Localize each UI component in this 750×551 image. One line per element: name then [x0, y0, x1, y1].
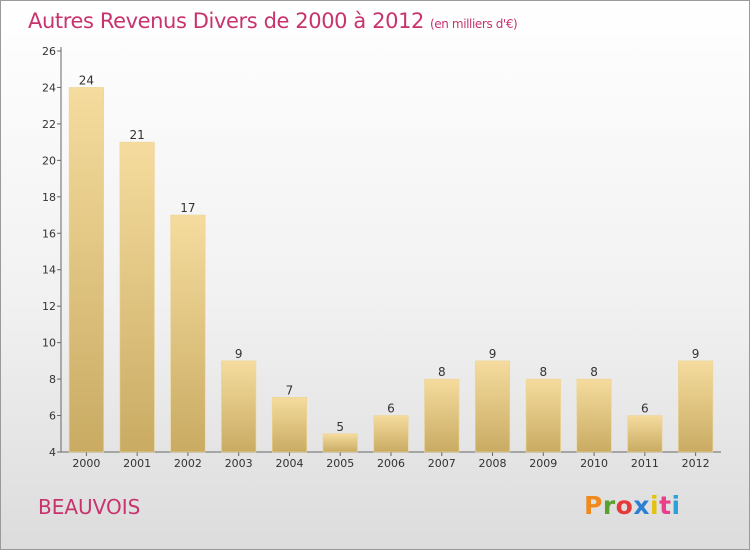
y-tick-label: 6 — [49, 410, 56, 423]
data-label: 17 — [180, 201, 195, 215]
y-tick-label: 4 — [49, 446, 56, 459]
x-tick-label: 2004 — [275, 457, 303, 470]
data-label: 7 — [286, 383, 294, 397]
bar — [68, 87, 104, 453]
bar — [627, 415, 663, 453]
y-tick-label: 18 — [42, 191, 56, 204]
chart-unit: (en milliers d'€) — [430, 17, 518, 31]
commune-name: BEAUVOIS — [38, 495, 141, 519]
data-label: 9 — [692, 347, 700, 361]
bar — [170, 214, 206, 453]
data-label: 6 — [387, 402, 395, 416]
logo-letter: t — [659, 491, 672, 520]
bar — [271, 397, 308, 453]
data-label: 6 — [641, 402, 649, 416]
x-tick-label: 2003 — [225, 457, 253, 470]
logo-letter: i — [650, 491, 660, 520]
y-tick-label: 14 — [42, 264, 56, 277]
logo-letter: P — [584, 491, 603, 520]
data-label: 8 — [438, 365, 446, 379]
x-tick-label: 2002 — [174, 457, 202, 470]
bar — [678, 360, 714, 453]
bar — [525, 378, 561, 453]
logo-letter: i — [671, 491, 681, 520]
bar — [322, 433, 358, 453]
x-tick-label: 2009 — [529, 457, 557, 470]
proxiti-logo[interactable]: Proxiti — [584, 491, 681, 520]
x-tick-label: 2006 — [377, 457, 405, 470]
x-tick-label: 2000 — [72, 457, 100, 470]
logo-letter: r — [602, 491, 616, 520]
x-tick-label: 2001 — [123, 457, 151, 470]
chart-title: Autres Revenus Divers de 2000 à 2012 (en … — [28, 9, 518, 33]
chart-labels: 24 21 17 9 7 5 6 8 9 8 8 6 9 — [79, 73, 700, 433]
chart-axes: 4 6 8 10 12 14 16 18 20 22 24 26 2000 2001 2002 2003 200… — [42, 45, 721, 470]
x-tick-label: 2011 — [631, 457, 659, 470]
logo-letter: o — [615, 491, 634, 520]
bar — [424, 378, 460, 453]
data-label: 8 — [590, 365, 598, 379]
x-tick-label: 2008 — [479, 457, 507, 470]
data-label: 9 — [489, 347, 497, 361]
y-tick-label: 12 — [42, 300, 56, 313]
y-tick-label: 8 — [49, 373, 56, 386]
y-tick-label: 16 — [42, 227, 56, 240]
y-tick-label: 26 — [42, 45, 56, 58]
y-tick-label: 24 — [42, 81, 56, 94]
chart-bars — [68, 87, 714, 453]
data-label: 21 — [130, 128, 145, 142]
chart-title-text: Autres Revenus Divers de 2000 à 2012 — [28, 9, 425, 33]
bar — [373, 415, 409, 453]
x-tick-label: 2010 — [580, 457, 608, 470]
data-label: 8 — [539, 365, 547, 379]
data-label: 5 — [336, 420, 344, 434]
bar — [474, 360, 511, 453]
bar — [576, 378, 612, 453]
x-tick-label: 2007 — [428, 457, 456, 470]
data-label: 9 — [235, 347, 243, 361]
y-tick-label: 10 — [42, 337, 56, 350]
logo-letter: x — [633, 491, 650, 520]
data-label: 24 — [79, 73, 94, 87]
bar — [119, 141, 155, 453]
x-tick-label: 2012 — [682, 457, 710, 470]
y-tick-label: 22 — [42, 118, 56, 131]
x-tick-label: 2005 — [326, 457, 354, 470]
y-tick-label: 20 — [42, 154, 56, 167]
bar — [221, 360, 257, 453]
